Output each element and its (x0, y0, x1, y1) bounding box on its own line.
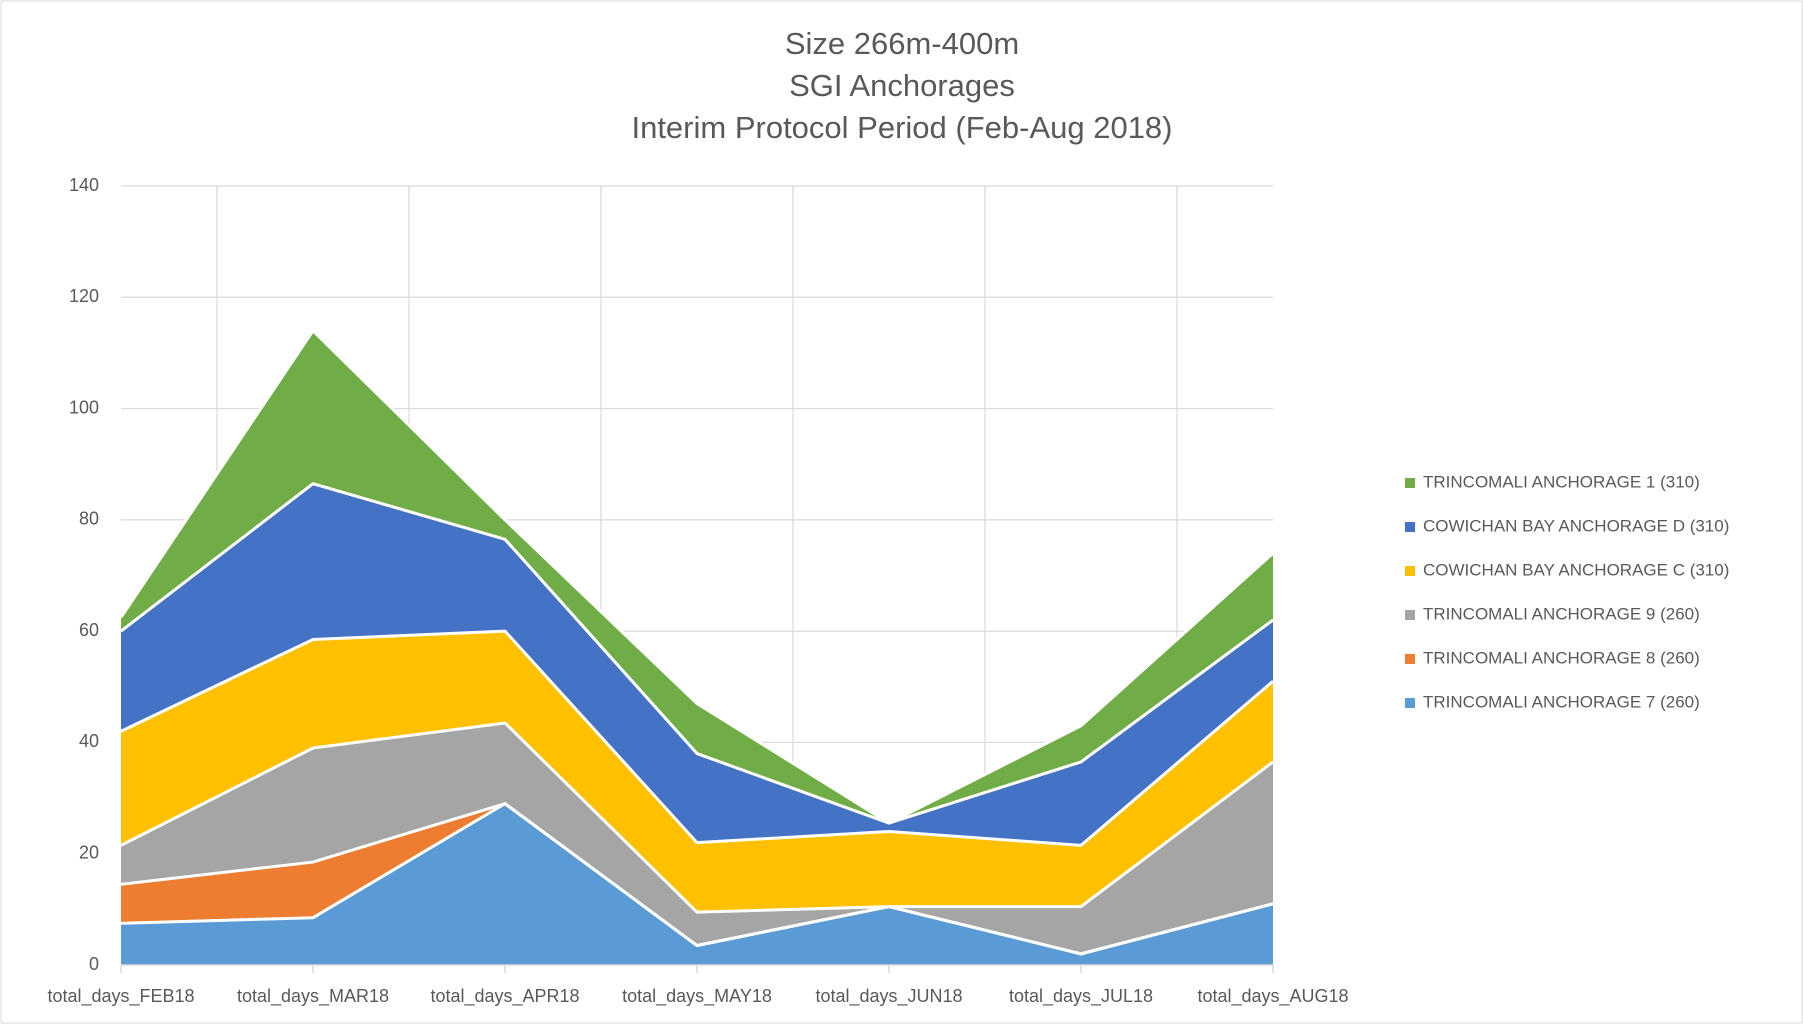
legend-swatch (1405, 522, 1415, 532)
area (121, 803, 1273, 954)
area-edge (120, 802, 1274, 956)
area (121, 483, 1273, 846)
chart-title: Interim Protocol Period (Feb-Aug 2018) (631, 110, 1172, 145)
legend-label: TRINCOMALI ANCHORAGE 9 (260) (1423, 604, 1700, 623)
legend-swatch (1405, 478, 1415, 488)
chart-title: Size 266m-400m (785, 26, 1019, 61)
legend-swatch (1405, 610, 1415, 620)
legend-label: TRINCOMALI ANCHORAGE 8 (260) (1423, 648, 1700, 667)
y-tick-label: 20 (79, 842, 99, 862)
axes: 0 20 40 60 80 100 120 140 total_days_FEB18 total_… (47, 175, 1348, 1007)
x-tick-label: total_days_MAY18 (622, 986, 772, 1007)
chart-title: SGI Anchorages (789, 68, 1015, 103)
area (121, 330, 1273, 824)
area-edge (120, 721, 1274, 914)
area (121, 722, 1273, 954)
legend-swatch (1405, 654, 1415, 664)
area (121, 631, 1273, 913)
x-tick-label: total_days_JUL18 (1009, 986, 1153, 1007)
y-tick-label: 80 (79, 509, 99, 529)
y-tick-label: 120 (69, 286, 99, 306)
legend: TRINCOMALI ANCHORAGE 7 (260) TRINCOMALI A… (1405, 472, 1729, 711)
legend-swatch (1405, 698, 1415, 708)
y-tick-label: 40 (79, 731, 99, 751)
legend-label: COWICHAN BAY ANCHORAGE C (310) (1423, 560, 1729, 579)
x-tick-label: total_days_JUN18 (815, 986, 962, 1007)
legend-label: TRINCOMALI ANCHORAGE 1 (310) (1423, 472, 1700, 491)
y-tick-label: 60 (79, 620, 99, 640)
legend-label: TRINCOMALI ANCHORAGE 7 (260) (1423, 692, 1700, 711)
x-tick-label: total_days_AUG18 (1197, 986, 1348, 1007)
title: Size 266m-400m SGI Anchorages Interim Prot… (631, 26, 1172, 145)
x-tick-label: total_days_FEB18 (47, 986, 194, 1007)
legend-label: COWICHAN BAY ANCHORAGE D (310) (1423, 516, 1729, 535)
x-tick-label: total_days_APR18 (430, 986, 579, 1007)
area (121, 803, 1273, 965)
area-edge (119, 329, 1275, 825)
x-tick-label: total_days_MAR18 (237, 986, 389, 1007)
area-edge (120, 482, 1274, 825)
y-tick-label: 100 (69, 397, 99, 417)
y-tick-label: 0 (89, 954, 99, 974)
areas (119, 329, 1275, 965)
y-tick-label: 140 (69, 175, 99, 195)
legend-swatch (1405, 566, 1415, 576)
area-edge (120, 629, 1274, 847)
